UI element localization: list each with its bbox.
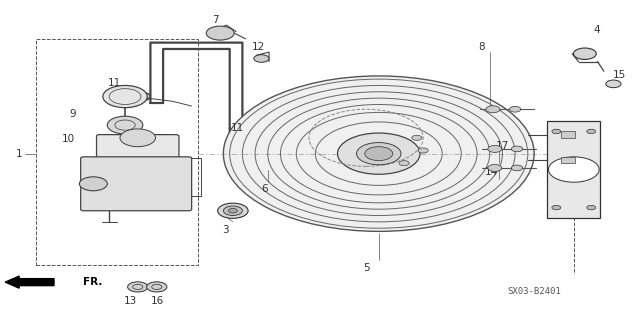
Text: 11: 11 [231,123,244,133]
FancyBboxPatch shape [81,157,192,211]
FancyBboxPatch shape [547,121,600,218]
Text: SX03-B2401: SX03-B2401 [507,287,561,296]
Circle shape [134,92,150,101]
Text: 15: 15 [613,70,626,80]
Text: 17: 17 [496,141,509,151]
Circle shape [224,206,243,215]
Circle shape [127,282,148,292]
Circle shape [552,129,561,134]
Circle shape [229,209,238,213]
FancyBboxPatch shape [561,157,575,163]
Circle shape [573,48,596,60]
Text: 11: 11 [108,78,121,88]
Circle shape [488,145,502,152]
Circle shape [552,205,561,210]
Circle shape [254,55,269,62]
Circle shape [488,164,502,172]
FancyBboxPatch shape [97,135,179,160]
Circle shape [218,203,248,218]
Circle shape [241,135,257,143]
Circle shape [206,26,234,40]
Text: 2: 2 [555,195,562,205]
Text: 8: 8 [478,42,485,52]
Circle shape [147,282,167,292]
Text: 4: 4 [593,25,599,35]
Text: 7: 7 [213,15,219,25]
Text: 13: 13 [124,296,137,306]
Text: 10: 10 [61,134,75,144]
Circle shape [512,146,523,152]
Circle shape [512,165,523,171]
Text: 16: 16 [151,296,164,306]
Circle shape [338,133,420,174]
FancyArrow shape [5,276,54,288]
Circle shape [587,205,596,210]
Circle shape [548,157,599,182]
Text: 5: 5 [362,263,369,273]
Circle shape [587,129,596,134]
Circle shape [357,142,401,165]
Text: 12: 12 [252,42,265,52]
Circle shape [412,135,422,140]
Text: 3: 3 [222,225,229,235]
FancyBboxPatch shape [561,132,575,138]
Circle shape [510,106,521,112]
Text: 14: 14 [485,167,498,177]
Circle shape [606,80,621,88]
Circle shape [80,177,107,191]
Text: FR.: FR. [83,277,102,287]
Circle shape [399,161,409,166]
Circle shape [418,148,428,153]
Circle shape [120,129,155,147]
Circle shape [103,85,147,108]
Circle shape [107,116,143,134]
Text: 1: 1 [16,149,22,159]
Circle shape [486,106,500,113]
Text: 6: 6 [261,184,268,194]
Circle shape [365,147,392,161]
Circle shape [224,76,534,231]
Text: 9: 9 [69,109,76,119]
